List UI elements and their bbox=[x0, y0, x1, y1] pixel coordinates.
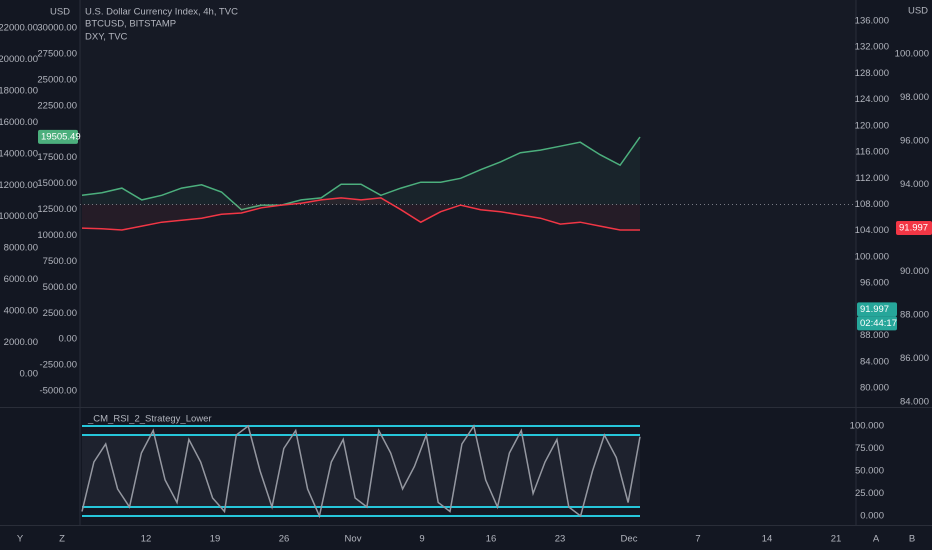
axis-tick-label: 2000.00 bbox=[4, 337, 38, 348]
indicator-tick-label: 100.000 bbox=[850, 421, 884, 432]
axis-tick-label: 136.000 bbox=[855, 15, 889, 26]
countdown-tag bbox=[857, 316, 897, 331]
axis-tick-label: 2500.00 bbox=[43, 308, 77, 319]
time-tick-label: Nov bbox=[345, 534, 362, 545]
axis-tick-label: 0.00 bbox=[20, 368, 39, 379]
axis-tick-label: 94.000 bbox=[900, 179, 929, 190]
indicator-tick-label: 25.000 bbox=[855, 488, 884, 499]
indicator-line bbox=[81, 424, 641, 519]
legend-title: U.S. Dollar Currency Index, 4h, TVC bbox=[85, 7, 238, 18]
axis-tick-label: 20000.00 bbox=[0, 54, 38, 65]
axis-tick-label: 104.000 bbox=[855, 225, 889, 236]
axis-tick-label: 108.000 bbox=[855, 199, 889, 210]
axis-button[interactable]: A bbox=[873, 534, 880, 545]
main-pane bbox=[80, 0, 856, 407]
price-tag bbox=[38, 129, 78, 144]
axis-tick-label: 14000.00 bbox=[0, 148, 38, 159]
axis-tick-label: 15000.00 bbox=[37, 178, 77, 189]
axis-tick-label: 84.000 bbox=[900, 397, 929, 408]
time-tick-label: 19 bbox=[210, 534, 221, 545]
time-tick-label: 14 bbox=[762, 534, 773, 545]
indicator-band bbox=[82, 435, 640, 507]
indicator-tick-label: 50.000 bbox=[855, 466, 884, 477]
time-tick-label: 7 bbox=[695, 534, 700, 545]
axis-tick-label: 25000.00 bbox=[37, 74, 77, 85]
axis-button[interactable]: B bbox=[909, 534, 915, 545]
axis-tick-label: 88.000 bbox=[900, 310, 929, 321]
axis-tick-label: 100.000 bbox=[895, 48, 929, 59]
price-tag bbox=[857, 302, 897, 317]
axis-tick-label: 128.000 bbox=[855, 68, 889, 79]
time-tick-label: 21 bbox=[831, 534, 842, 545]
time-tick-label: 12 bbox=[141, 534, 152, 545]
axis-tick-label: 86.000 bbox=[900, 353, 929, 364]
axis-tick-label: 88.000 bbox=[860, 330, 889, 341]
axis-tick-label: 0.00 bbox=[59, 334, 78, 345]
price-tag bbox=[896, 221, 932, 236]
price-tag-label: 91.997 bbox=[860, 304, 889, 315]
series-line bbox=[81, 136, 641, 211]
axis-tick-label: 4000.00 bbox=[4, 306, 38, 317]
axis-tick-label: 80.000 bbox=[860, 383, 889, 394]
indicator-tick-label: 0.000 bbox=[860, 511, 884, 522]
series-fill bbox=[82, 137, 640, 210]
price-tag-label: 91.997 bbox=[899, 223, 928, 234]
indicator-tick-label: 75.000 bbox=[855, 443, 884, 454]
axis-tick-label: -5000.00 bbox=[39, 386, 77, 397]
axis-tick-label: 7500.00 bbox=[43, 256, 77, 267]
axis-tick-label: 124.000 bbox=[855, 94, 889, 105]
time-tick-label: 9 bbox=[419, 534, 424, 545]
axis-tick-label: 120.000 bbox=[855, 120, 889, 131]
axis-tick-label: -2500.00 bbox=[39, 360, 77, 371]
axis-tick-label: 116.000 bbox=[855, 147, 889, 158]
axis-tick-label: 90.000 bbox=[900, 266, 929, 277]
series-line bbox=[81, 197, 640, 231]
axis-tick-label: 22000.00 bbox=[0, 23, 38, 34]
legend-line: BTCUSD, BITSTAMP bbox=[85, 19, 176, 30]
series-fill bbox=[82, 197, 640, 230]
axis-tick-label: 132.000 bbox=[855, 42, 889, 53]
axis-tick-label: 96.000 bbox=[860, 278, 889, 289]
axis-tick-label: 10000.00 bbox=[37, 230, 77, 241]
axis-tick-label: 6000.00 bbox=[4, 274, 38, 285]
axis-tick-label: 8000.00 bbox=[4, 243, 38, 254]
currency-label: USD bbox=[908, 6, 928, 17]
axis-tick-label: 96.000 bbox=[900, 135, 929, 146]
time-tick-label: 23 bbox=[555, 534, 566, 545]
axis-tick-label: 16000.00 bbox=[0, 117, 38, 128]
axis-tick-label: 18000.00 bbox=[0, 85, 38, 96]
axis-tick-label: 100.000 bbox=[855, 251, 889, 262]
axis-tick-label: 5000.00 bbox=[43, 282, 77, 293]
axis-tick-label: 22500.00 bbox=[37, 100, 77, 111]
axis-tick-label: 98.000 bbox=[900, 92, 929, 103]
axis-tick-label: 30000.00 bbox=[37, 23, 77, 34]
time-tick-label: 26 bbox=[279, 534, 290, 545]
axis-tick-label: 17500.00 bbox=[37, 152, 77, 163]
axis-button[interactable]: Z bbox=[59, 534, 65, 545]
axis-tick-label: 12000.00 bbox=[0, 180, 38, 191]
time-tick-label: 16 bbox=[486, 534, 497, 545]
axis-tick-label: 12500.00 bbox=[37, 204, 77, 215]
axis-tick-label: 112.000 bbox=[855, 173, 889, 184]
legend-line: DXY, TVC bbox=[85, 32, 128, 43]
price-tag-label: 19505.49 bbox=[41, 131, 81, 142]
axis-button[interactable]: Y bbox=[17, 534, 24, 545]
axis-tick-label: 10000.00 bbox=[0, 211, 38, 222]
axis-tick-label: 84.000 bbox=[860, 356, 889, 367]
countdown-label: 02:44:17 bbox=[860, 318, 897, 329]
indicator-name: _CM_RSI_2_Strategy_Lower bbox=[87, 414, 212, 425]
currency-label: USD bbox=[50, 7, 70, 18]
time-tick-label: Dec bbox=[621, 534, 638, 545]
axis-tick-label: 27500.00 bbox=[37, 48, 77, 59]
